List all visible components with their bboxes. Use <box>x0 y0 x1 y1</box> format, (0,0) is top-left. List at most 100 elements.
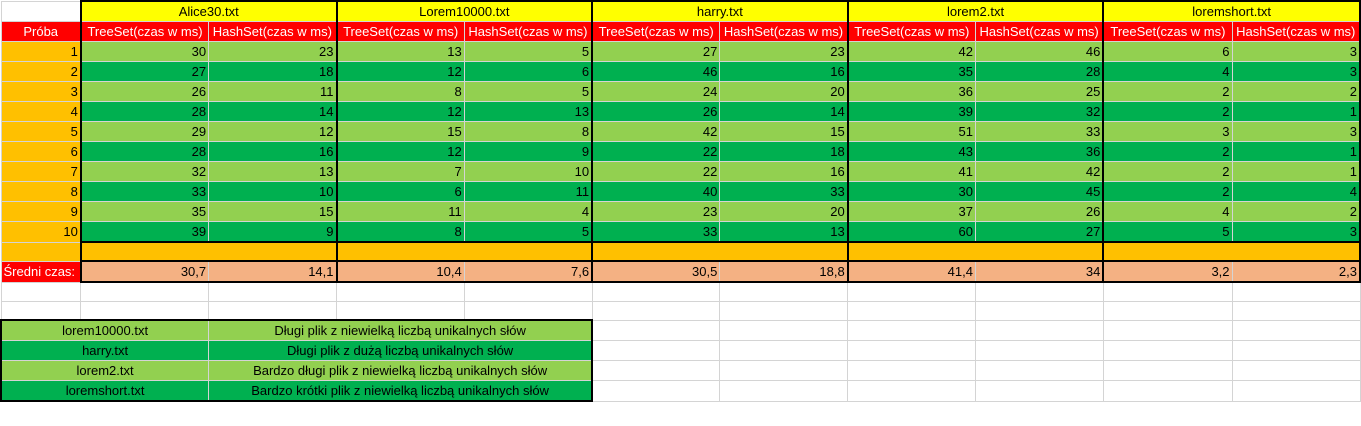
empty-cell[interactable] <box>1102 340 1233 361</box>
hashset-value-cell[interactable]: 12 <box>208 121 338 142</box>
hashset-value-cell[interactable]: 27 <box>974 221 1105 243</box>
treeset-value-cell[interactable]: 46 <box>591 61 721 82</box>
trial-number-cell[interactable]: 7 <box>0 161 82 182</box>
treeset-value-cell[interactable]: 26 <box>79 81 210 102</box>
hashset-value-cell[interactable]: 3 <box>1231 121 1361 142</box>
hashset-value-cell[interactable]: 5 <box>463 41 594 62</box>
treeset-value-cell[interactable]: 6 <box>335 181 465 202</box>
hashset-value-cell[interactable]: 3 <box>1231 61 1361 82</box>
legend-file-cell[interactable]: harry.txt <box>0 340 210 361</box>
proba-label-cell[interactable]: Próba <box>0 21 82 42</box>
hashset-value-cell[interactable]: 13 <box>208 161 338 182</box>
empty-cell[interactable] <box>847 319 976 341</box>
empty-cell[interactable] <box>847 300 976 321</box>
empty-cell[interactable] <box>719 380 849 402</box>
treeset-value-cell[interactable]: 35 <box>79 201 210 222</box>
treeset-value-cell[interactable]: 33 <box>591 221 721 243</box>
empty-cell[interactable] <box>1102 300 1233 321</box>
hashset-value-cell[interactable]: 6 <box>463 61 594 82</box>
hashset-header-cell[interactable]: HashSet(czas w ms) <box>208 21 338 42</box>
hashset-value-cell[interactable]: 46 <box>974 41 1105 62</box>
treeset-value-cell[interactable]: 3 <box>1102 121 1233 142</box>
empty-cell[interactable] <box>208 300 337 321</box>
file-header-cell[interactable]: Alice30.txt <box>79 0 338 22</box>
treeset-header-cell[interactable]: TreeSet(czas w ms) <box>591 21 721 42</box>
empty-cell[interactable] <box>1102 281 1233 302</box>
hashset-value-cell[interactable]: 23 <box>208 41 338 62</box>
hashset-value-cell[interactable]: 45 <box>974 181 1105 202</box>
treeset-value-cell[interactable]: 36 <box>846 81 976 102</box>
empty-cell[interactable] <box>847 380 976 402</box>
empty-cell[interactable] <box>591 319 721 341</box>
treeset-value-cell[interactable]: 51 <box>846 121 976 142</box>
treeset-value-cell[interactable]: 15 <box>335 121 465 142</box>
spacer-cell[interactable] <box>335 241 594 262</box>
trial-number-cell[interactable]: 8 <box>0 181 82 202</box>
empty-cell[interactable] <box>974 300 1104 321</box>
treeset-header-cell[interactable]: TreeSet(czas w ms) <box>846 21 976 42</box>
empty-cell[interactable] <box>0 281 82 302</box>
treeset-value-cell[interactable]: 39 <box>846 101 976 122</box>
hashset-value-cell[interactable]: 2 <box>1231 81 1361 102</box>
hashset-value-cell[interactable]: 26 <box>974 201 1105 222</box>
file-header-cell[interactable]: harry.txt <box>591 0 849 22</box>
hashset-value-cell[interactable]: 10 <box>463 161 594 182</box>
hashset-value-cell[interactable]: 9 <box>463 141 594 162</box>
spacer-cell[interactable] <box>0 241 82 262</box>
empty-cell[interactable] <box>847 281 976 302</box>
spacer-cell[interactable] <box>79 241 338 262</box>
corner-cell[interactable] <box>0 0 82 22</box>
hashset-value-cell[interactable]: 11 <box>463 181 594 202</box>
empty-cell[interactable] <box>463 300 593 321</box>
empty-cell[interactable] <box>719 319 849 341</box>
treeset-value-cell[interactable]: 12 <box>335 61 465 82</box>
legend-file-cell[interactable]: lorem10000.txt <box>0 319 210 341</box>
average-cell[interactable]: 18,8 <box>719 260 849 283</box>
empty-cell[interactable] <box>1102 319 1233 341</box>
hashset-value-cell[interactable]: 9 <box>208 221 338 243</box>
empty-cell[interactable] <box>1231 360 1361 381</box>
treeset-value-cell[interactable]: 28 <box>79 101 210 122</box>
hashset-value-cell[interactable]: 4 <box>463 201 594 222</box>
trial-number-cell[interactable]: 1 <box>0 41 82 62</box>
hashset-value-cell[interactable]: 11 <box>208 81 338 102</box>
empty-cell[interactable] <box>847 340 976 361</box>
average-cell[interactable]: 10,4 <box>335 260 465 283</box>
empty-cell[interactable] <box>719 340 849 361</box>
spacer-cell[interactable] <box>1102 241 1361 262</box>
empty-cell[interactable] <box>1231 340 1361 361</box>
legend-file-cell[interactable]: loremshort.txt <box>0 380 210 402</box>
trial-number-cell[interactable]: 3 <box>0 81 82 102</box>
treeset-value-cell[interactable]: 12 <box>335 141 465 162</box>
treeset-value-cell[interactable]: 22 <box>591 141 721 162</box>
treeset-value-cell[interactable]: 4 <box>1102 61 1233 82</box>
treeset-header-cell[interactable]: TreeSet(czas w ms) <box>335 21 465 42</box>
hashset-value-cell[interactable]: 14 <box>719 101 849 122</box>
empty-cell[interactable] <box>591 340 721 361</box>
treeset-value-cell[interactable]: 26 <box>591 101 721 122</box>
treeset-value-cell[interactable]: 6 <box>1102 41 1233 62</box>
empty-cell[interactable] <box>591 360 721 381</box>
treeset-value-cell[interactable]: 2 <box>1102 101 1233 122</box>
hashset-value-cell[interactable]: 18 <box>719 141 849 162</box>
hashset-value-cell[interactable]: 4 <box>1231 181 1361 202</box>
empty-cell[interactable] <box>974 340 1104 361</box>
hashset-value-cell[interactable]: 32 <box>974 101 1105 122</box>
average-cell[interactable]: 30,5 <box>591 260 721 283</box>
spacer-cell[interactable] <box>846 241 1105 262</box>
treeset-value-cell[interactable]: 11 <box>335 201 465 222</box>
empty-cell[interactable] <box>336 300 465 321</box>
empty-cell[interactable] <box>1231 319 1361 341</box>
legend-file-cell[interactable]: lorem2.txt <box>0 360 210 381</box>
average-cell[interactable]: 34 <box>974 260 1105 283</box>
hashset-value-cell[interactable]: 1 <box>1231 141 1361 162</box>
hashset-value-cell[interactable]: 1 <box>1231 101 1361 122</box>
empty-cell[interactable] <box>974 319 1104 341</box>
hashset-value-cell[interactable]: 42 <box>974 161 1105 182</box>
hashset-header-cell[interactable]: HashSet(czas w ms) <box>463 21 594 42</box>
treeset-value-cell[interactable]: 27 <box>591 41 721 62</box>
empty-cell[interactable] <box>1102 380 1233 402</box>
hashset-value-cell[interactable]: 16 <box>719 61 849 82</box>
treeset-value-cell[interactable]: 4 <box>1102 201 1233 222</box>
legend-description-cell[interactable]: Długi plik z niewielką liczbą unikalnych… <box>208 319 594 341</box>
